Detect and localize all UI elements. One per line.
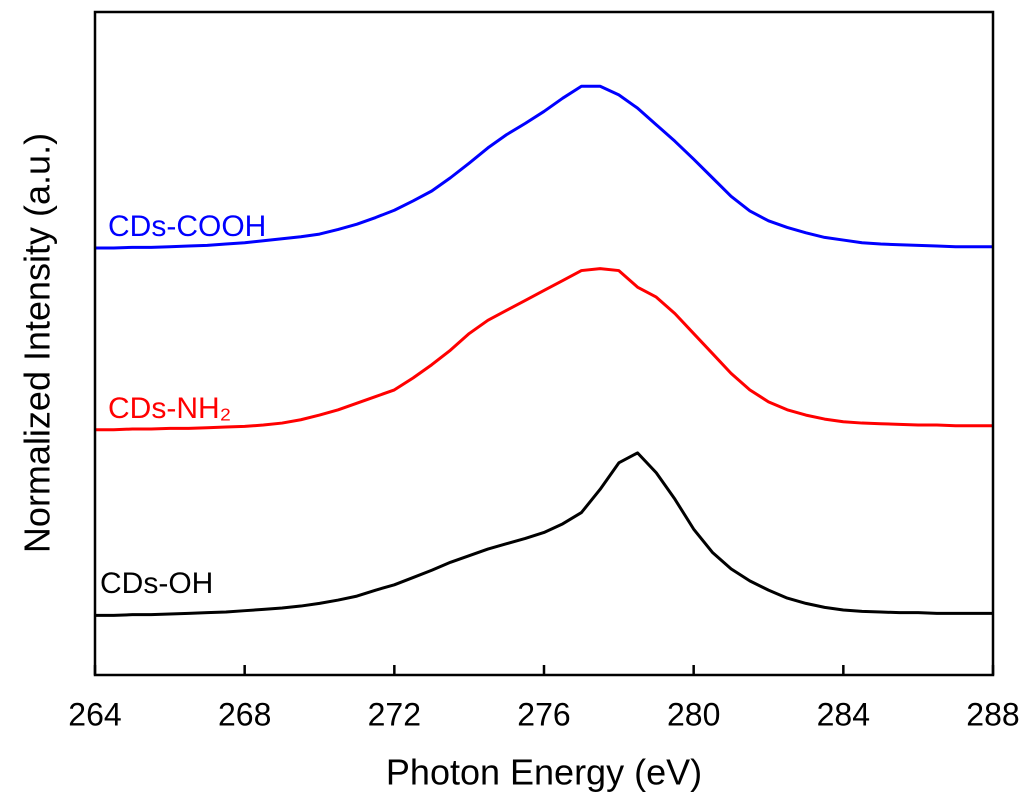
series-label: CDs-COOH [108, 210, 266, 243]
x-tick-label: 272 [368, 696, 421, 732]
x-tick-label: 280 [667, 696, 720, 732]
x-tick-label: 288 [966, 696, 1019, 732]
series-label: CDs-NH₂ [108, 392, 231, 425]
series-line [95, 451, 993, 617]
x-tick-label: 264 [68, 696, 121, 732]
series-line [95, 84, 993, 250]
series-label: CDs-OH [100, 567, 213, 600]
y-axis-label: Normalized Intensity (a.u.) [17, 133, 58, 553]
x-axis-label: Photon Energy (eV) [386, 752, 702, 793]
x-tick-label: 284 [817, 696, 870, 732]
series-line [95, 267, 993, 432]
x-tick-label: 276 [517, 696, 570, 732]
x-tick-label: 268 [218, 696, 271, 732]
